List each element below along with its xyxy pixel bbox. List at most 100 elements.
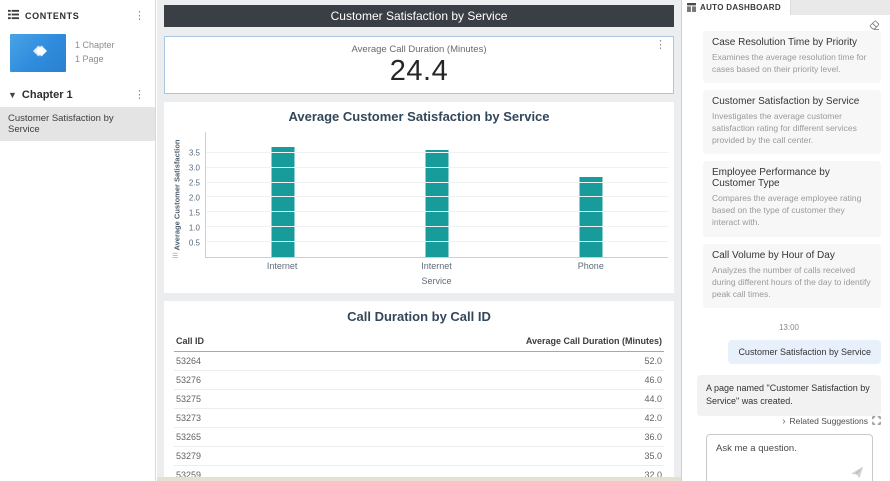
table-row[interactable]: 53264 52.0 bbox=[174, 351, 664, 371]
y-axis-label: Average Customer Satisfaction bbox=[172, 139, 181, 251]
table-row[interactable]: 53273 42.0 bbox=[174, 408, 664, 428]
chevron-right-icon: › bbox=[782, 415, 786, 427]
dashboard-icon bbox=[687, 0, 696, 17]
chart-title: Average Customer Satisfaction by Service bbox=[288, 109, 550, 124]
duration-cell: 42.0 bbox=[265, 408, 664, 428]
bar-internet-0[interactable] bbox=[271, 146, 295, 257]
x-tick-label: Internet bbox=[421, 261, 452, 271]
next-widget-edge bbox=[157, 477, 681, 481]
gridline bbox=[206, 196, 668, 198]
chapter-menu-icon[interactable]: ⋮ bbox=[134, 89, 145, 101]
table-row[interactable]: 53265 36.0 bbox=[174, 427, 664, 447]
chart-plot bbox=[205, 132, 668, 258]
related-suggestions-link[interactable]: › Related Suggestions bbox=[697, 416, 881, 434]
chapter-name: Chapter 1 bbox=[21, 89, 73, 101]
duration-cell: 35.0 bbox=[265, 446, 664, 466]
gridline bbox=[206, 211, 668, 213]
expand-icon bbox=[872, 416, 881, 427]
kpi-menu-icon[interactable]: ⋮ bbox=[655, 39, 666, 51]
suggestion-description: Investigates the average customer satisf… bbox=[712, 111, 857, 146]
cards-logo-icon bbox=[26, 41, 50, 66]
call-id-cell: 53275 bbox=[174, 389, 266, 409]
table-row[interactable]: 53279 35.0 bbox=[174, 446, 664, 466]
call-id-cell: 53279 bbox=[174, 446, 266, 466]
contents-menu-icon[interactable]: ⋮ bbox=[134, 10, 145, 22]
report-canvas: Customer Satisfaction by Service ⋮ Avera… bbox=[157, 0, 681, 481]
bar-row bbox=[206, 132, 668, 257]
col-header-duration[interactable]: Average Call Duration (Minutes) bbox=[265, 332, 664, 352]
sidebar-item-page[interactable]: Customer Satisfaction by Service bbox=[0, 107, 155, 141]
y-tick-label: 2.0 bbox=[188, 193, 200, 203]
bar-slot bbox=[206, 132, 360, 257]
y-tick-label: 1.5 bbox=[188, 208, 200, 218]
contents-icon bbox=[8, 7, 19, 25]
suggestion-description: Analyzes the number of calls received du… bbox=[712, 264, 871, 299]
call-duration-table-card[interactable]: Call Duration by Call ID Call ID Average… bbox=[164, 301, 674, 481]
chevron-down-icon[interactable]: ▼ bbox=[8, 90, 17, 100]
chapter-row[interactable]: ▼ Chapter 1 ⋮ bbox=[0, 80, 155, 107]
chapter-count: 1 Chapter bbox=[75, 40, 115, 51]
bar-slot bbox=[514, 132, 668, 257]
call-id-cell: 53264 bbox=[174, 351, 266, 371]
panel-toolbar bbox=[682, 15, 890, 31]
suggestion-card[interactable]: Employee Performance by Customer Type Com… bbox=[703, 161, 881, 237]
contents-sidebar: CONTENTS ⋮ 1 Chapter 1 Page ▼ Chapter 1 … bbox=[0, 0, 156, 481]
suggestion-description: Compares the average employee rating bas… bbox=[712, 193, 862, 228]
bar-slot bbox=[360, 132, 514, 257]
contents-header: CONTENTS ⋮ bbox=[0, 0, 155, 30]
question-input[interactable] bbox=[707, 434, 872, 481]
suggestion-title[interactable]: Case Resolution Time by Priority bbox=[712, 37, 858, 48]
clear-conversation-icon[interactable] bbox=[869, 18, 880, 36]
user-message-bubble[interactable]: Customer Satisfaction by Service bbox=[728, 339, 881, 364]
suggestion-card[interactable]: Call Volume by Hour of Day Analyzes the n… bbox=[703, 243, 881, 308]
col-header-call-id[interactable]: Call ID bbox=[174, 332, 266, 352]
call-table-body: 53264 52.0 53276 46.0 53275 44.0 53273 42.0 5326… bbox=[174, 351, 664, 481]
suggestion-card[interactable]: Customer Satisfaction by Service Investig… bbox=[703, 90, 881, 155]
duration-cell: 36.0 bbox=[265, 427, 664, 447]
gridline bbox=[206, 226, 668, 228]
y-tick-label: 1.0 bbox=[188, 223, 200, 233]
table-row[interactable]: 53276 46.0 bbox=[174, 370, 664, 390]
y-ticks: 0.5 1.0 1.5 2.0 2.5 3.0 3.5 bbox=[183, 132, 205, 258]
call-id-cell: 53265 bbox=[174, 427, 266, 447]
book-thumbnail[interactable] bbox=[10, 34, 66, 72]
table-row[interactable]: 53275 44.0 bbox=[174, 389, 664, 409]
bar-chart-card[interactable]: Average Customer Satisfaction by Service… bbox=[164, 102, 674, 293]
gridline bbox=[206, 151, 668, 153]
gridline bbox=[206, 166, 668, 168]
suggestion-title[interactable]: Employee Performance by Customer Type bbox=[712, 167, 830, 190]
table-header-row: Call ID Average Call Duration (Minutes) bbox=[174, 332, 664, 352]
bot-message-bubble: A page named "Customer Satisfaction by S… bbox=[697, 374, 881, 416]
axis-options-icon[interactable]: ☰ bbox=[172, 253, 179, 260]
kpi-label: Average Call Duration (Minutes) bbox=[351, 44, 487, 55]
x-tick-label: Phone bbox=[577, 261, 604, 271]
bar-phone-2[interactable] bbox=[579, 176, 603, 257]
related-suggestions-label: Related Suggestions bbox=[789, 416, 868, 427]
suggestion-description: Examines the average resolution time for… bbox=[712, 52, 867, 75]
x-axis-title: Service bbox=[421, 276, 452, 286]
gridline bbox=[206, 181, 668, 183]
page-title: Customer Satisfaction by Service bbox=[164, 5, 674, 27]
call-id-cell: 53273 bbox=[174, 408, 266, 428]
tab-label: AUTO DASHBOARD bbox=[700, 3, 781, 12]
kpi-card[interactable]: ⋮ Average Call Duration (Minutes) 24.4 bbox=[164, 36, 674, 94]
panel-tab-strip: AUTO DASHBOARD bbox=[682, 0, 890, 15]
duration-cell: 46.0 bbox=[265, 370, 664, 390]
x-labels: Internet Internet Phone bbox=[205, 258, 668, 271]
y-tick-label: 3.0 bbox=[188, 163, 200, 173]
tab-auto-dashboard[interactable]: AUTO DASHBOARD bbox=[682, 0, 791, 15]
message-timestamp: 13:00 bbox=[778, 322, 800, 332]
suggestion-card[interactable]: Case Resolution Time by Priority Examines… bbox=[703, 31, 881, 84]
suggestion-title[interactable]: Customer Satisfaction by Service bbox=[712, 96, 860, 108]
contents-title: CONTENTS bbox=[25, 11, 80, 21]
conversation-area: Case Resolution Time by Priority Examines… bbox=[682, 31, 890, 481]
bar-internet-1[interactable] bbox=[425, 149, 449, 257]
user-message-row: Customer Satisfaction by Service bbox=[697, 339, 881, 364]
suggestion-title[interactable]: Call Volume by Hour of Day bbox=[712, 249, 835, 261]
y-tick-label: 0.5 bbox=[188, 238, 200, 248]
duration-cell: 44.0 bbox=[265, 389, 664, 409]
send-icon[interactable] bbox=[850, 466, 864, 481]
y-tick-label: 2.5 bbox=[188, 178, 200, 188]
gridline bbox=[206, 241, 668, 243]
